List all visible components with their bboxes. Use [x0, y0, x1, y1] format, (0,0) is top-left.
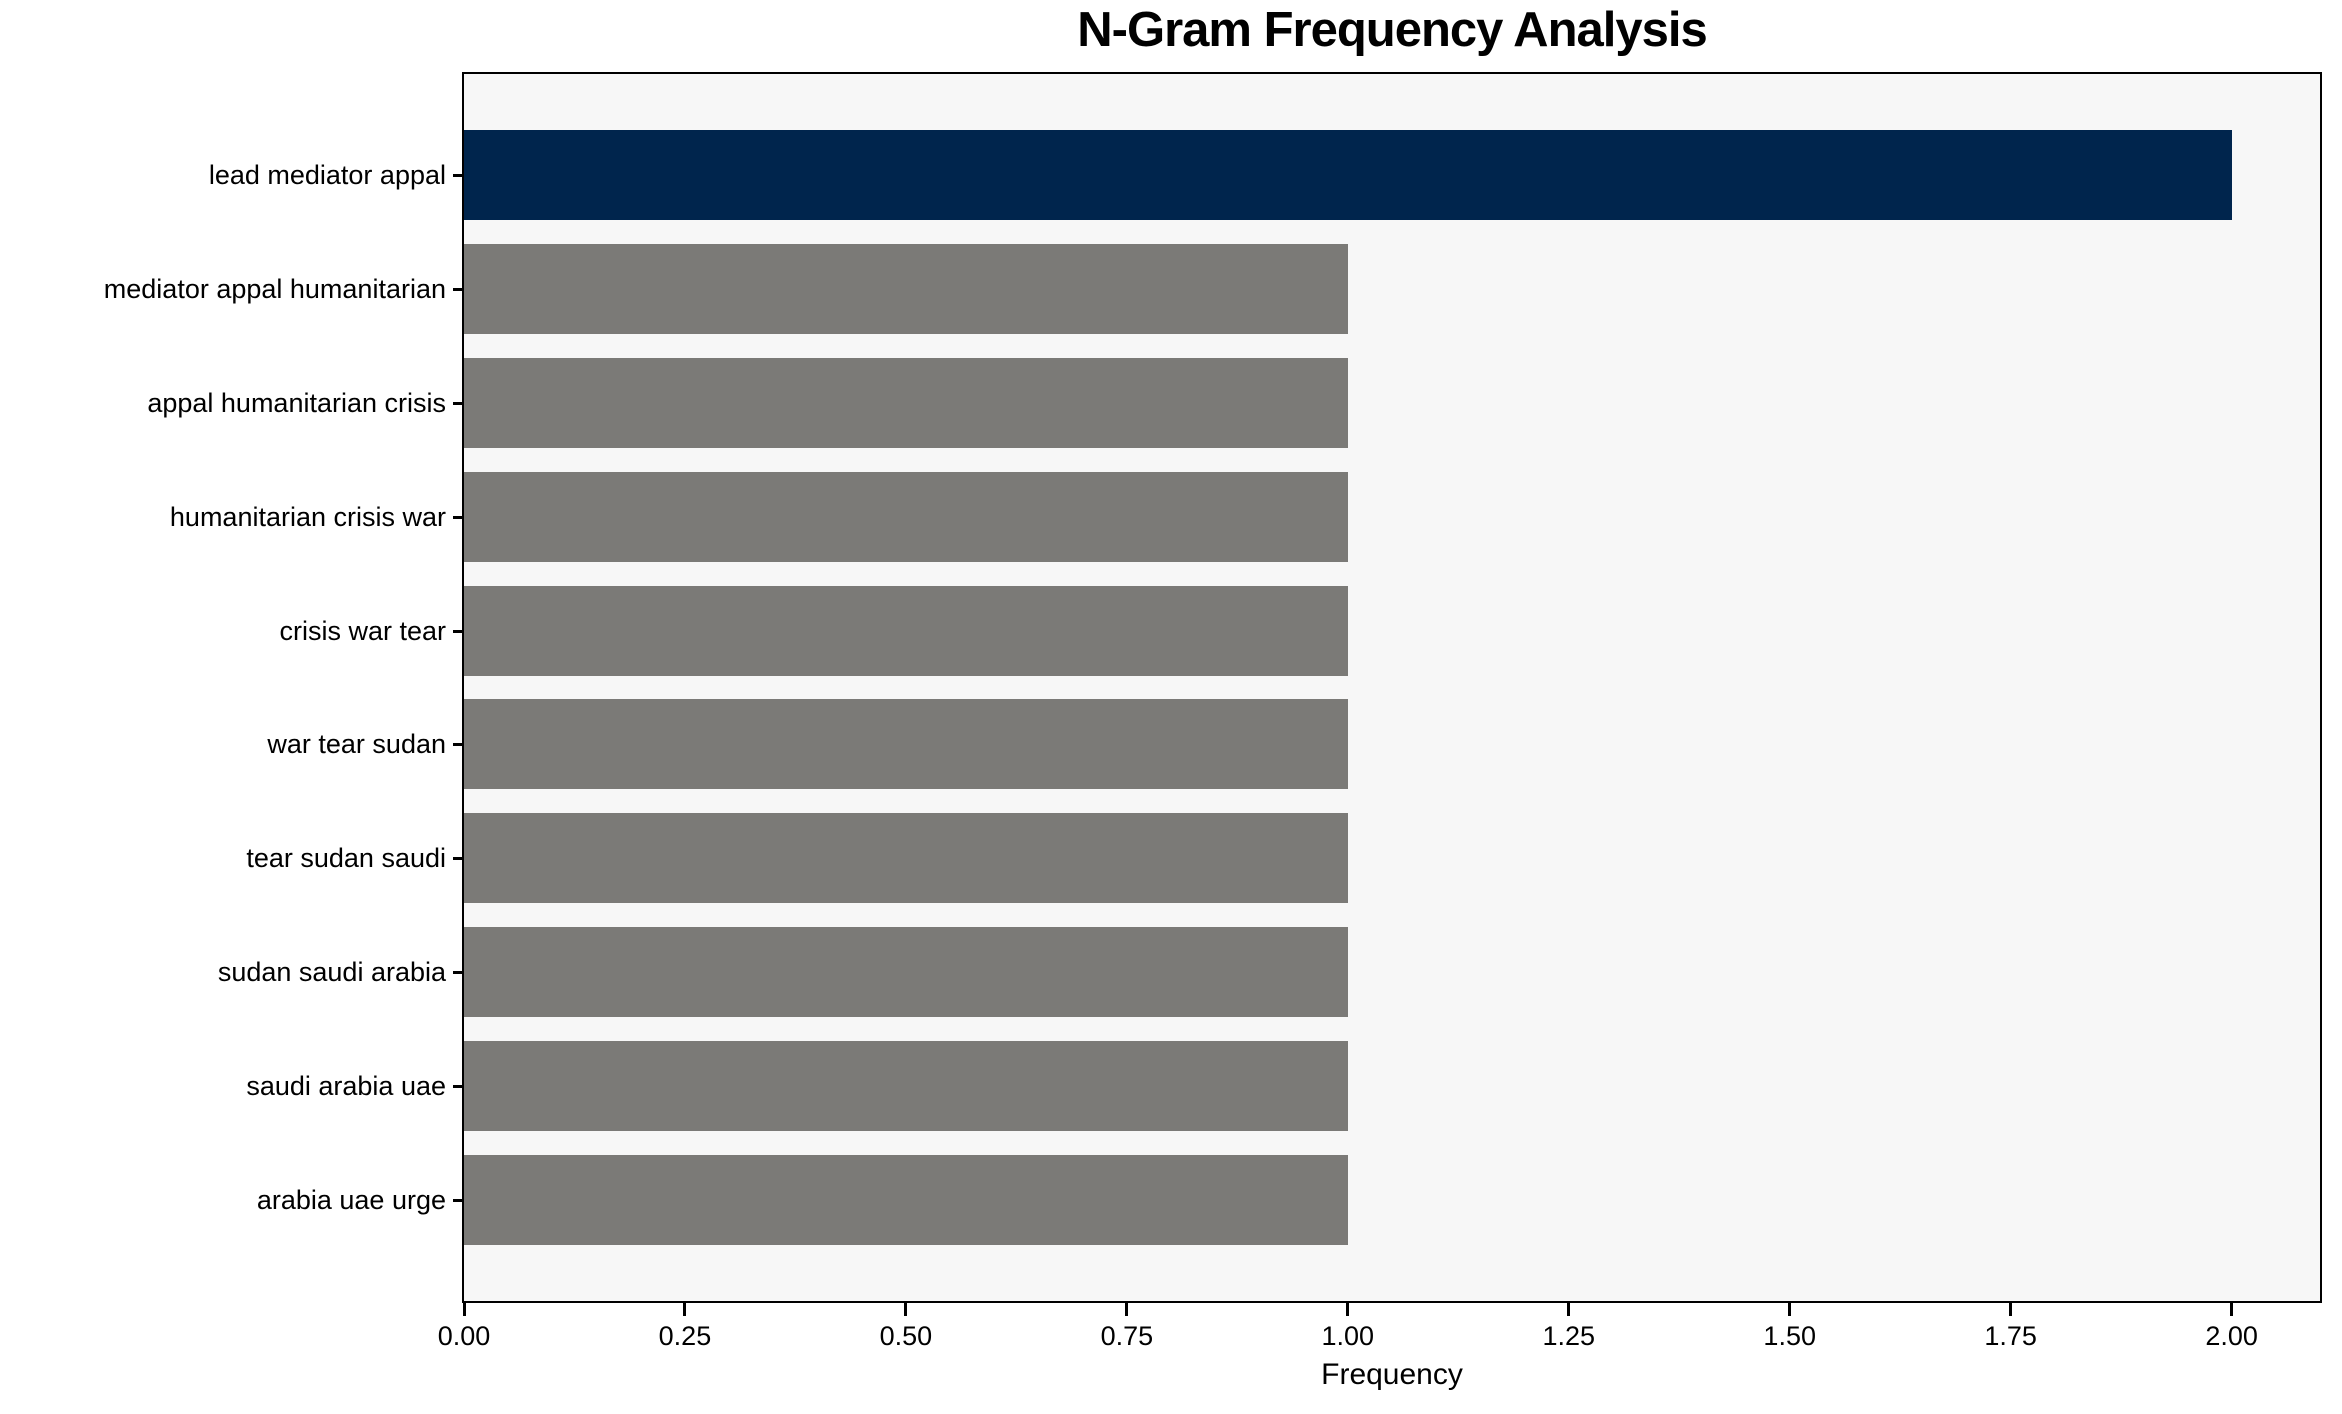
x-tick-mark: [1788, 1303, 1792, 1316]
y-tick-mark: [453, 515, 462, 519]
x-tick-label: 0.75: [1100, 1321, 1154, 1351]
bar-10: [464, 1155, 1348, 1245]
y-axis-label: saudi arabia uae: [246, 1071, 446, 1102]
y-axis-label: war tear sudan: [267, 729, 446, 760]
bar-6: [464, 699, 1348, 790]
y-axis-label: arabia uae urge: [256, 1185, 446, 1215]
x-tick-mark: [1346, 1303, 1350, 1316]
y-tick-mark: [453, 1199, 462, 1202]
x-tick-label: 1.25: [1542, 1321, 1596, 1351]
y-tick-mark: [453, 174, 462, 177]
y-axis-label: lead mediator appal: [208, 160, 446, 190]
bar-4: [464, 471, 1348, 562]
x-tick-mark: [1567, 1303, 1571, 1316]
bar-5: [464, 585, 1348, 676]
bar-7: [464, 813, 1348, 904]
y-tick-mark: [453, 629, 462, 633]
bar-8: [464, 927, 1348, 1018]
x-tick-mark: [1125, 1303, 1129, 1316]
chart-title: N-Gram Frequency Analysis: [1077, 3, 1707, 57]
y-tick-mark: [453, 971, 462, 975]
y-tick-mark: [453, 857, 462, 861]
bar-3: [464, 357, 1348, 448]
y-axis-label: tear sudan saudi: [246, 843, 446, 874]
y-tick-mark: [453, 287, 462, 291]
x-tick-mark: [2230, 1303, 2234, 1316]
x-tick-label: 2.00: [2205, 1321, 2258, 1351]
y-axis-label: appal humanitarian crisis: [147, 387, 446, 418]
y-axis-label: sudan saudi arabia: [217, 957, 446, 988]
bar-2: [464, 243, 1348, 334]
y-axis-label: mediator appal humanitarian: [103, 273, 446, 304]
x-tick-label: 1.50: [1763, 1321, 1816, 1351]
x-tick-label: 0.50: [879, 1321, 933, 1351]
y-tick-mark: [453, 1085, 462, 1089]
x-tick-mark: [904, 1303, 908, 1316]
x-tick-mark: [683, 1303, 687, 1316]
x-tick-label: 1.75: [1984, 1321, 2037, 1351]
x-tick-label: 0.25: [658, 1321, 712, 1351]
bar-9: [464, 1041, 1348, 1132]
y-axis-label: crisis war tear: [279, 615, 446, 646]
plot-area: [462, 72, 2322, 1303]
y-tick-mark: [453, 401, 462, 405]
x-axis-label: Frequency: [1321, 1358, 1463, 1391]
x-tick-label: 1.00: [1321, 1321, 1375, 1351]
bar-1: [464, 130, 2232, 220]
x-tick-label: 0.00: [437, 1321, 491, 1351]
y-tick-mark: [453, 743, 462, 747]
x-tick-mark: [2009, 1303, 2013, 1316]
y-axis-label: humanitarian crisis war: [169, 501, 446, 532]
x-tick-mark: [462, 1303, 466, 1316]
